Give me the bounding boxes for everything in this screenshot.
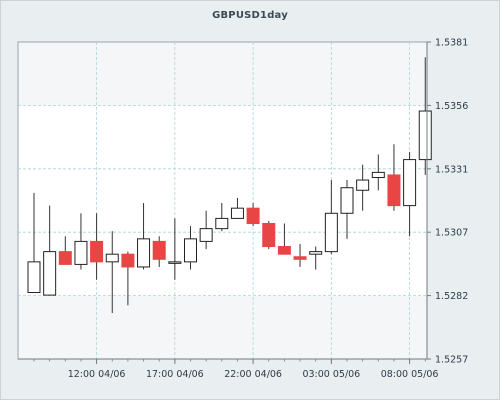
plot-band-upper xyxy=(18,42,427,106)
candle-body-down xyxy=(121,253,135,268)
candle xyxy=(293,243,307,267)
candle-body-up xyxy=(215,217,229,230)
candle-body-up xyxy=(27,261,41,294)
candle xyxy=(403,151,417,237)
x-tick-label: 03:00 05/06 xyxy=(302,369,360,380)
candle xyxy=(121,251,135,306)
candle-body-up xyxy=(137,238,151,268)
y-tick-label: 1.5381 xyxy=(435,38,468,49)
candle-body-up xyxy=(168,261,182,264)
candle-body-up xyxy=(43,251,57,296)
y-tick-label: 1.5282 xyxy=(435,291,468,302)
candle-body-up xyxy=(309,251,323,255)
candle xyxy=(230,197,244,219)
candle xyxy=(309,246,323,270)
candle xyxy=(152,236,166,267)
y-tick-label: 1.5356 xyxy=(435,101,468,112)
y-tick-label: 1.5331 xyxy=(435,164,468,175)
grid-lines xyxy=(18,42,427,359)
x-tick-label: 17:00 04/06 xyxy=(146,369,204,380)
candle xyxy=(387,144,401,211)
candle-body-down xyxy=(58,251,72,265)
candle-body-down xyxy=(262,223,276,248)
candle xyxy=(324,180,338,255)
candle xyxy=(137,203,151,270)
candle xyxy=(168,218,182,280)
candle-body-up xyxy=(74,240,88,265)
y-tick-label: 1.5307 xyxy=(435,228,468,239)
candle xyxy=(371,154,385,191)
candle-body-up xyxy=(418,110,432,161)
candle xyxy=(58,236,72,265)
candle-body-up xyxy=(184,238,197,263)
candle-body-up xyxy=(371,171,385,178)
candle xyxy=(340,180,354,239)
candle-body-up xyxy=(105,253,119,263)
candle-body-down xyxy=(387,174,401,207)
candle xyxy=(43,205,57,296)
candle-body-down xyxy=(246,207,260,225)
candle-body-up xyxy=(199,228,213,242)
candle xyxy=(246,203,260,227)
candle-body-up xyxy=(340,187,354,214)
candle-body-up xyxy=(324,212,338,253)
candle xyxy=(105,231,119,313)
candle xyxy=(356,164,370,211)
candle-body-down xyxy=(152,240,166,260)
candles xyxy=(27,57,432,313)
candle xyxy=(90,213,104,280)
candle xyxy=(215,203,229,232)
candle-body-down xyxy=(293,256,307,260)
candle-body-up xyxy=(230,207,244,219)
x-tick-label: 22:00 04/06 xyxy=(224,369,282,380)
x-axis: 12:00 04/06 17:00 04/06 22:00 04/06 03:00 0… xyxy=(18,358,439,380)
candle-body-up xyxy=(356,179,370,191)
candle xyxy=(74,213,88,270)
plot-band-lower xyxy=(18,296,427,359)
candle-body-up xyxy=(403,159,417,207)
candle xyxy=(277,223,291,255)
candle xyxy=(184,226,197,270)
candle xyxy=(199,210,213,250)
candle xyxy=(262,220,276,250)
candle-body-down xyxy=(277,246,291,255)
x-tick-label: 08:00 05/06 xyxy=(381,369,439,380)
chart-title: GBPUSD1day xyxy=(212,10,288,21)
x-tick-label: 12:00 04/06 xyxy=(68,369,126,380)
y-axis: 1.5381 1.5356 1.5331 1.5307 1.5282 1.5257 xyxy=(426,38,468,366)
candle xyxy=(418,57,432,175)
candle xyxy=(27,192,41,294)
y-tick-label: 1.5257 xyxy=(435,355,468,366)
candle-body-down xyxy=(90,240,104,263)
